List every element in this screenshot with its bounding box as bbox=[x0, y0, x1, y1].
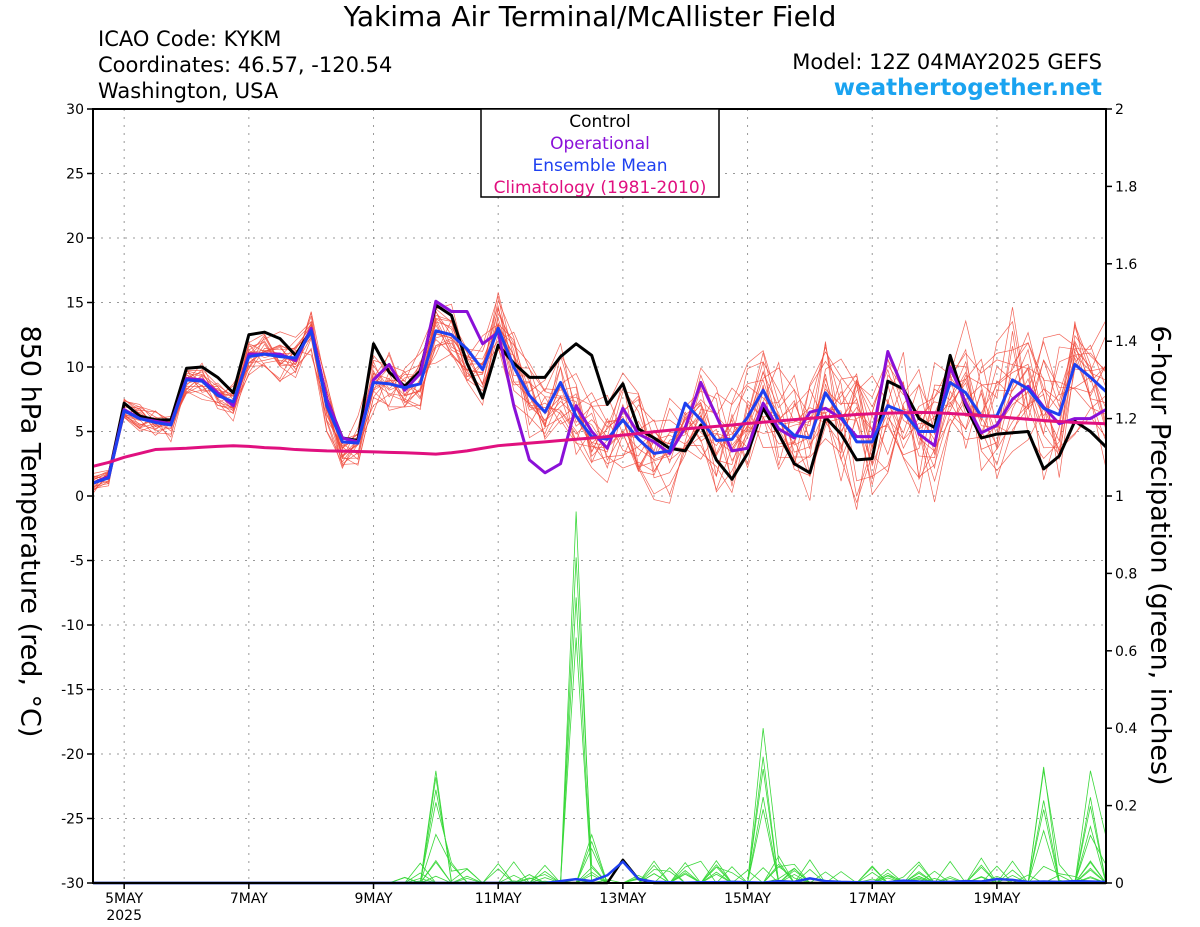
right-tick-label: 1.8 bbox=[1115, 179, 1137, 195]
right-tick-label: 0.2 bbox=[1115, 799, 1137, 815]
ensemble-member-precip-line bbox=[93, 796, 1106, 884]
ensemble-member-precip-line bbox=[93, 637, 1107, 884]
right-tick-label: 2 bbox=[1115, 102, 1124, 118]
ensemble-member-temp-line bbox=[92, 315, 1107, 478]
x-tick-label: 19MAY bbox=[973, 891, 1020, 907]
right-tick-label: 0.6 bbox=[1115, 644, 1137, 660]
left-tick-label: 15 bbox=[66, 296, 84, 312]
right-tick-label: 0 bbox=[1115, 876, 1124, 892]
ensemble-member-temp-line bbox=[92, 311, 1107, 489]
coordinates: Coordinates: 46.57, -120.54 bbox=[98, 53, 393, 77]
right-tick-label: 1.6 bbox=[1115, 257, 1137, 273]
x-tick-label: 5MAY bbox=[105, 891, 143, 907]
left-tick-label: 5 bbox=[75, 425, 84, 441]
legend-entry: Ensemble Mean bbox=[532, 156, 667, 176]
ensemble-member-temp-line bbox=[92, 307, 1107, 504]
right-tick-label: 0.8 bbox=[1115, 566, 1137, 582]
legend-entry: Operational bbox=[550, 134, 650, 154]
left-tick-label: 10 bbox=[66, 360, 84, 376]
x-tick-label: 17MAY bbox=[849, 891, 896, 907]
right-tick-label: 1.4 bbox=[1115, 334, 1137, 350]
legend-entry: Climatology (1981-2010) bbox=[494, 178, 707, 198]
x-tick-label: 11MAY bbox=[475, 891, 522, 907]
legend-entry: Control bbox=[569, 112, 630, 132]
ensemble-member-temp-line bbox=[92, 307, 1107, 501]
ensemble-member-precip-line bbox=[93, 797, 1107, 884]
legend-box bbox=[480, 108, 720, 198]
right-axis-label: 6-hour Precipation (green, inches) bbox=[1144, 325, 1176, 786]
ensemble-member-precip-line bbox=[93, 840, 1106, 884]
x-tick-label: 15MAY bbox=[724, 891, 771, 907]
ensemble-member-precip-line bbox=[93, 511, 1107, 884]
ensemble-member-precip-line bbox=[93, 789, 1107, 884]
left-tick-label: -10 bbox=[61, 618, 84, 634]
ensemble-member-temp-line bbox=[92, 308, 1107, 503]
ensemble-member-precip-line bbox=[93, 557, 1106, 884]
year-label: 2025 bbox=[106, 908, 142, 924]
region: Washington, USA bbox=[98, 79, 279, 103]
x-tick-label: 9MAY bbox=[355, 891, 393, 907]
left-tick-label: 30 bbox=[66, 102, 84, 118]
series-line-control bbox=[92, 303, 1108, 485]
ensemble-member-temp-line bbox=[92, 292, 1107, 510]
site-link[interactable]: weathertogether.net bbox=[833, 75, 1102, 101]
icao-code: ICAO Code: KYKM bbox=[98, 27, 282, 51]
left-tick-label: -20 bbox=[61, 747, 84, 763]
series-line-climatology-1981-2010 bbox=[92, 410, 1107, 468]
ensemble-member-precip-line bbox=[93, 756, 1107, 884]
ensemble-member-temp-line bbox=[92, 322, 1107, 492]
left-tick-label: -30 bbox=[61, 876, 84, 892]
model-run: Model: 12Z 04MAY2025 GEFS bbox=[792, 50, 1102, 74]
left-tick-label: 20 bbox=[66, 231, 84, 247]
left-axis-label: 850 hPa Temperature (red, °C) bbox=[14, 325, 46, 738]
left-tick-label: -25 bbox=[61, 812, 84, 828]
left-tick-label: 25 bbox=[66, 167, 84, 183]
right-tick-label: 1.2 bbox=[1115, 412, 1137, 428]
left-tick-label: -15 bbox=[61, 683, 84, 699]
ensemble-member-temp-line bbox=[92, 324, 1107, 488]
left-tick-label: 0 bbox=[75, 489, 84, 505]
right-tick-label: 0.4 bbox=[1115, 721, 1137, 737]
x-tick-label: 13MAY bbox=[599, 891, 646, 907]
right-tick-label: 1 bbox=[1115, 489, 1124, 505]
plot-frame bbox=[92, 108, 1107, 884]
ensemble-member-precip-line bbox=[93, 597, 1107, 884]
left-tick-label: -5 bbox=[70, 554, 84, 570]
chart-title: Yakima Air Terminal/McAllister Field bbox=[343, 0, 837, 33]
ensemble-member-precip-line bbox=[93, 800, 1106, 884]
x-tick-label: 7MAY bbox=[230, 891, 268, 907]
